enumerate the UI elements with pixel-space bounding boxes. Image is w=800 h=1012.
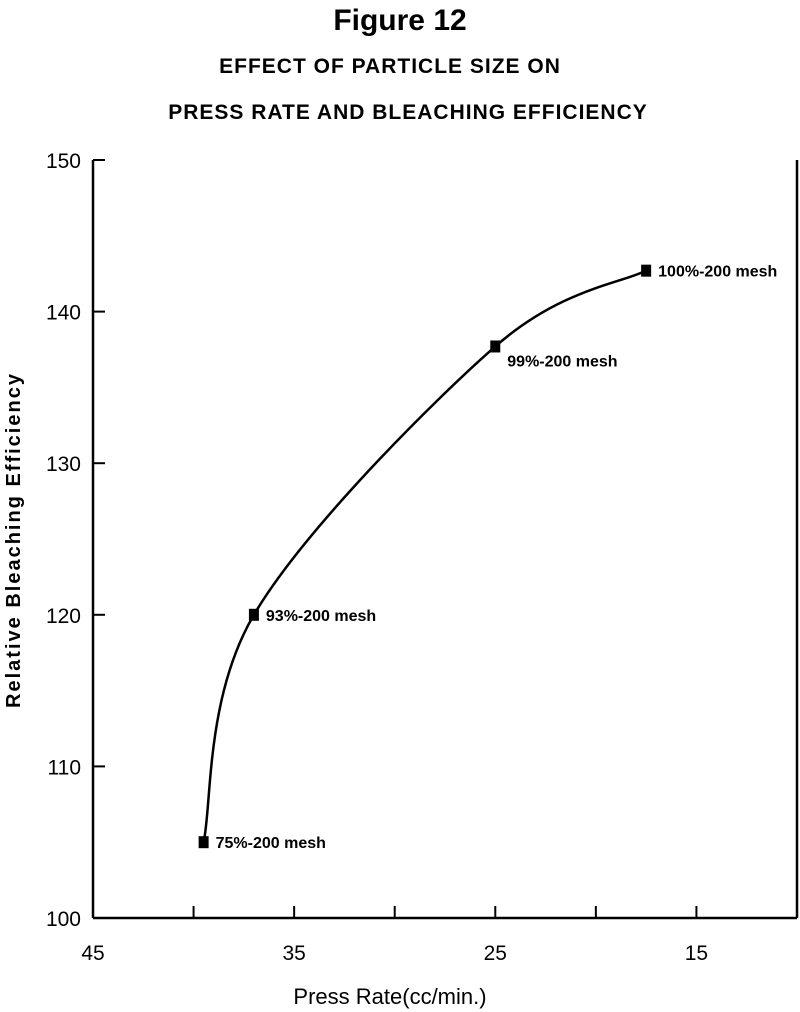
y-axis-label: Relative Bleaching Efficiency (3, 372, 25, 708)
data-point-marker (198, 836, 209, 849)
chart-subtitle-line-2: PRESS RATE AND BLEACHING EFFICIENCY (168, 101, 648, 124)
data-point-label: 75%-200 mesh (216, 835, 326, 852)
y-tick-label: 110 (48, 756, 81, 779)
data-points-layer: 75%-200 mesh 93%-200 mesh 99%-200 mesh 100%… (198, 264, 777, 852)
y-axis-ticks: 100 110 120 130 140 150 (46, 150, 105, 931)
series-curve (202, 269, 647, 843)
y-tick-label: 150 (46, 150, 81, 173)
y-tick-label: 130 (46, 453, 81, 476)
data-point-marker (490, 340, 501, 353)
data-point-marker (641, 264, 652, 277)
chart-title: Figure 12 (333, 4, 466, 37)
x-axis-ticks: 45 35 25 15 (81, 906, 798, 965)
data-point-marker (248, 608, 259, 621)
chart-subtitle-line-1: EFFECT OF PARTICLE SIZE ON (219, 55, 561, 78)
data-point-label: 99%-200 mesh (507, 353, 617, 370)
x-tick-label: 35 (282, 942, 305, 965)
x-tick-label: 15 (685, 942, 708, 965)
y-tick-label: 100 (46, 908, 81, 931)
plot-frame (91, 160, 799, 920)
x-tick-label: 25 (484, 942, 507, 965)
data-point-label: 100%-200 mesh (658, 264, 777, 281)
series-curve-layer (202, 269, 647, 843)
data-point-label: 93%-200 mesh (266, 608, 376, 625)
y-tick-label: 140 (46, 302, 81, 325)
y-tick-label: 120 (46, 605, 81, 628)
x-tick-label: 45 (81, 942, 104, 965)
x-axis-label: Press Rate(cc/min.) (293, 984, 486, 1009)
